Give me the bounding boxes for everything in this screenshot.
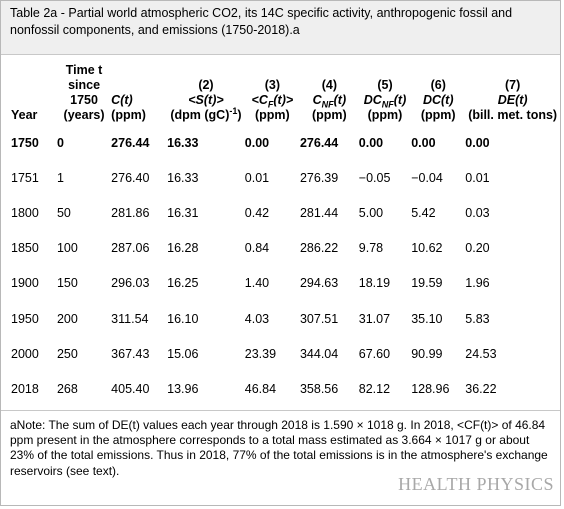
cell-cf: 0.00 (244, 135, 270, 150)
col-header-dcnf: (5) DCNF(t) (ppm) (363, 78, 407, 122)
cell-dc: 35.10 (411, 311, 443, 326)
table-row: 1850 100 287.06 16.28 0.84 286.22 9.78 1… (11, 231, 560, 266)
cell-s: 13.96 (167, 381, 199, 396)
cell-c: 287.06 (111, 241, 150, 256)
cell-year: 2018 (11, 381, 39, 396)
table-footnote: aNote: The sum of DE(t) values each year… (1, 410, 560, 505)
cell-dcnf: 18.19 (358, 276, 391, 291)
cell-dc: 0.00 (411, 135, 436, 150)
col-header-dc: (6) DC(t) (ppm) (420, 78, 456, 122)
col-header-year: Year (11, 108, 38, 122)
cell-dcnf: 9.78 (358, 241, 384, 256)
cell-dcnf: 82.12 (358, 381, 391, 396)
cell-time: 268 (56, 381, 78, 396)
cell-year: 1751 (11, 170, 39, 185)
cell-dc: 128.96 (411, 381, 450, 396)
cell-c: 296.03 (111, 276, 150, 291)
cell-c: 281.86 (111, 205, 150, 220)
cell-de: 0.01 (465, 170, 490, 185)
table-row: 1800 50 281.86 16.31 0.42 281.44 5.00 5.… (11, 195, 560, 230)
table-row: 1750 0 276.44 16.33 0.00 276.44 0.00 0.0… (11, 125, 560, 160)
cell-de: 0.03 (465, 205, 490, 220)
cell-c: 276.40 (111, 170, 150, 185)
cell-s: 16.10 (167, 311, 199, 326)
col-header-cnf: (4) CNF(t) (ppm) (312, 78, 347, 122)
cell-de: 0.00 (465, 135, 490, 150)
cell-s: 16.33 (167, 135, 199, 150)
cell-cnf: 276.39 (299, 170, 339, 185)
cell-cf: 4.03 (244, 311, 270, 326)
cell-year: 1750 (11, 135, 39, 150)
col-header-cf: (3) <CF(t)> (ppm) (251, 78, 294, 122)
cell-dcnf: 67.60 (358, 346, 391, 361)
cell-dc: 5.42 (411, 205, 436, 220)
cell-c: 367.43 (111, 346, 150, 361)
cell-time: 250 (56, 346, 78, 361)
cell-cf: 0.84 (244, 241, 270, 256)
table-row: 1751 1 276.40 16.33 0.01 276.39 −0.05 −0… (11, 160, 560, 195)
cell-time: 150 (56, 276, 78, 291)
data-table: Year Time t since 1750 (years) C(t) (ppm… (11, 59, 560, 407)
cell-cnf: 307.51 (299, 311, 339, 326)
cell-time: 0 (56, 135, 64, 150)
cell-s: 16.31 (167, 205, 199, 220)
cell-dcnf: 5.00 (358, 205, 384, 220)
cell-dcnf: 0.00 (358, 135, 384, 150)
cell-time: 1 (56, 170, 64, 185)
cell-c: 405.40 (111, 381, 150, 396)
cell-de: 24.53 (465, 346, 497, 361)
journal-watermark: HEALTH PHYSICS (398, 474, 554, 494)
col-header-s: (2) <S(t)> (dpm (gC)-1) (170, 78, 242, 122)
cell-de: 36.22 (465, 381, 497, 396)
col-header-c: C(t) (ppm) (111, 93, 146, 122)
cell-dcnf: 31.07 (358, 311, 391, 326)
cell-dc: −0.04 (411, 170, 443, 185)
cell-de: 5.83 (465, 311, 490, 326)
cell-c: 276.44 (111, 135, 150, 150)
cell-s: 16.25 (167, 276, 199, 291)
table-caption: Table 2a - Partial world atmospheric CO2… (1, 1, 560, 55)
header-row: Year Time t since 1750 (years) C(t) (ppm… (11, 59, 560, 125)
cell-s: 16.28 (167, 241, 199, 256)
table-row: 1900 150 296.03 16.25 1.40 294.63 18.19 … (11, 266, 560, 301)
table-row: 2000 250 367.43 15.06 23.39 344.04 67.60… (11, 336, 560, 371)
cell-cf: 0.42 (244, 205, 270, 220)
cell-year: 1950 (11, 311, 39, 326)
cell-cf: 46.84 (244, 381, 277, 396)
cell-dc: 10.62 (411, 241, 443, 256)
cell-cnf: 358.56 (299, 381, 339, 396)
cell-dcnf: −0.05 (358, 170, 391, 185)
cell-cnf: 286.22 (299, 241, 339, 256)
cell-de: 0.20 (465, 241, 490, 256)
table-row: 1950 200 311.54 16.10 4.03 307.51 31.07 … (11, 301, 560, 336)
cell-time: 50 (56, 205, 71, 220)
cell-year: 1900 (11, 276, 39, 291)
cell-cf: 1.40 (244, 276, 270, 291)
cell-cf: 0.01 (244, 170, 270, 185)
table-row: 2018 268 405.40 13.96 46.84 358.56 82.12… (11, 371, 560, 406)
cell-time: 100 (56, 241, 78, 256)
cell-year: 2000 (11, 346, 39, 361)
cell-de: 1.96 (465, 276, 490, 291)
cell-year: 1850 (11, 241, 39, 256)
cell-s: 16.33 (167, 170, 199, 185)
cell-cnf: 281.44 (299, 205, 339, 220)
cell-cnf: 344.04 (299, 346, 339, 361)
col-header-time: Time t since 1750 (years) (63, 63, 105, 122)
cell-c: 311.54 (111, 311, 149, 326)
cell-s: 15.06 (167, 346, 199, 361)
cell-dc: 90.99 (411, 346, 443, 361)
cell-cf: 23.39 (244, 346, 277, 361)
cell-cnf: 276.44 (299, 135, 339, 150)
col-header-de: (7) DE(t) (bill. met. tons) (468, 78, 558, 122)
cell-time: 200 (56, 311, 78, 326)
cell-dc: 19.59 (411, 276, 443, 291)
cell-cnf: 294.63 (299, 276, 339, 291)
cell-year: 1800 (11, 205, 39, 220)
